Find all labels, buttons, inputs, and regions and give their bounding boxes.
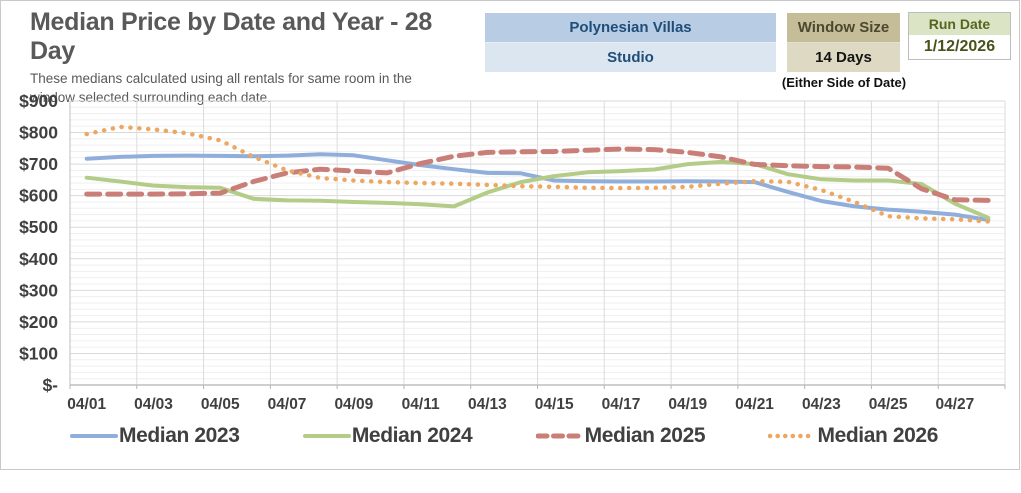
x-tick-label: 04/23 [802,396,841,413]
x-tick-label: 04/15 [535,396,574,413]
y-tick-label: $900 [19,91,58,111]
legend-marker-2025-icon [535,433,584,439]
x-tick-label: 04/07 [268,396,307,413]
legend-item-median-2024[interactable]: Median 2024 [302,424,473,448]
legend-marker-2026-icon [768,433,817,439]
x-tick-label: 04/19 [668,396,707,413]
window-size-box: Window Size 14 Days [787,13,900,72]
x-tick-label: 04/21 [735,396,774,413]
y-tick-label: $200 [19,312,58,332]
x-tick-label: 04/11 [402,396,440,413]
resort-name-cell[interactable]: Polynesian Villas [485,13,776,43]
legend-label: Median 2025 [584,424,706,447]
y-tick-label: $500 [19,217,58,237]
run-date-box: Run Date 1/12/2026 [908,12,1011,60]
legend-item-median-2023[interactable]: Median 2023 [70,424,240,448]
x-tick-label: 04/25 [869,396,908,413]
series-line-2025 [84,146,991,203]
window-size-caption: (Either Side of Date) [781,75,907,90]
y-tick-label: $700 [19,154,58,174]
x-tick-label: 04/13 [468,396,507,413]
x-tick-label: 04/17 [602,396,641,413]
chart-legend: Median 2023 Median 2024 Median 2025 Medi… [70,424,938,448]
window-size-value-cell[interactable]: 14 Days [787,43,900,72]
legend-marker-2024-icon [302,434,351,438]
window-size-label: Window Size [787,13,900,43]
legend-item-median-2025[interactable]: Median 2025 [535,424,706,448]
room-type-cell[interactable]: Studio [485,43,776,72]
legend-label: Median 2026 [817,424,938,447]
legend-label: Median 2024 [351,424,473,447]
x-tick-label: 04/01 [67,396,106,413]
legend-marker-2023-icon [70,434,118,438]
series-line-2024 [84,159,991,220]
x-tick-label: 04/09 [334,396,373,413]
legend-label: Median 2023 [119,424,240,447]
y-tick-label: $600 [19,186,58,206]
y-tick-label: $100 [19,343,58,363]
y-tick-label: $- [42,375,58,395]
run-date-value-cell[interactable]: 1/12/2026 [909,35,1010,59]
x-tick-label: 04/05 [201,396,240,413]
x-tick-label: 04/27 [936,396,975,413]
series-line-2023 [84,152,991,222]
x-tick-label: 04/03 [134,396,173,413]
resort-header-box: Polynesian Villas Studio [485,13,776,72]
page-frame [0,0,1020,470]
legend-item-median-2026[interactable]: Median 2026 [768,424,938,448]
page-title: Median Price by Date and Year - 28 Day [30,8,433,65]
median-price-line-chart[interactable]: $- $100 $200 $300 $400 $500 $600 $700 $800 $900 04… [0,0,1021,424]
run-date-label: Run Date [909,13,1010,35]
y-tick-label: $300 [19,280,58,300]
y-tick-label: $400 [19,249,58,269]
y-tick-label: $800 [19,123,58,143]
